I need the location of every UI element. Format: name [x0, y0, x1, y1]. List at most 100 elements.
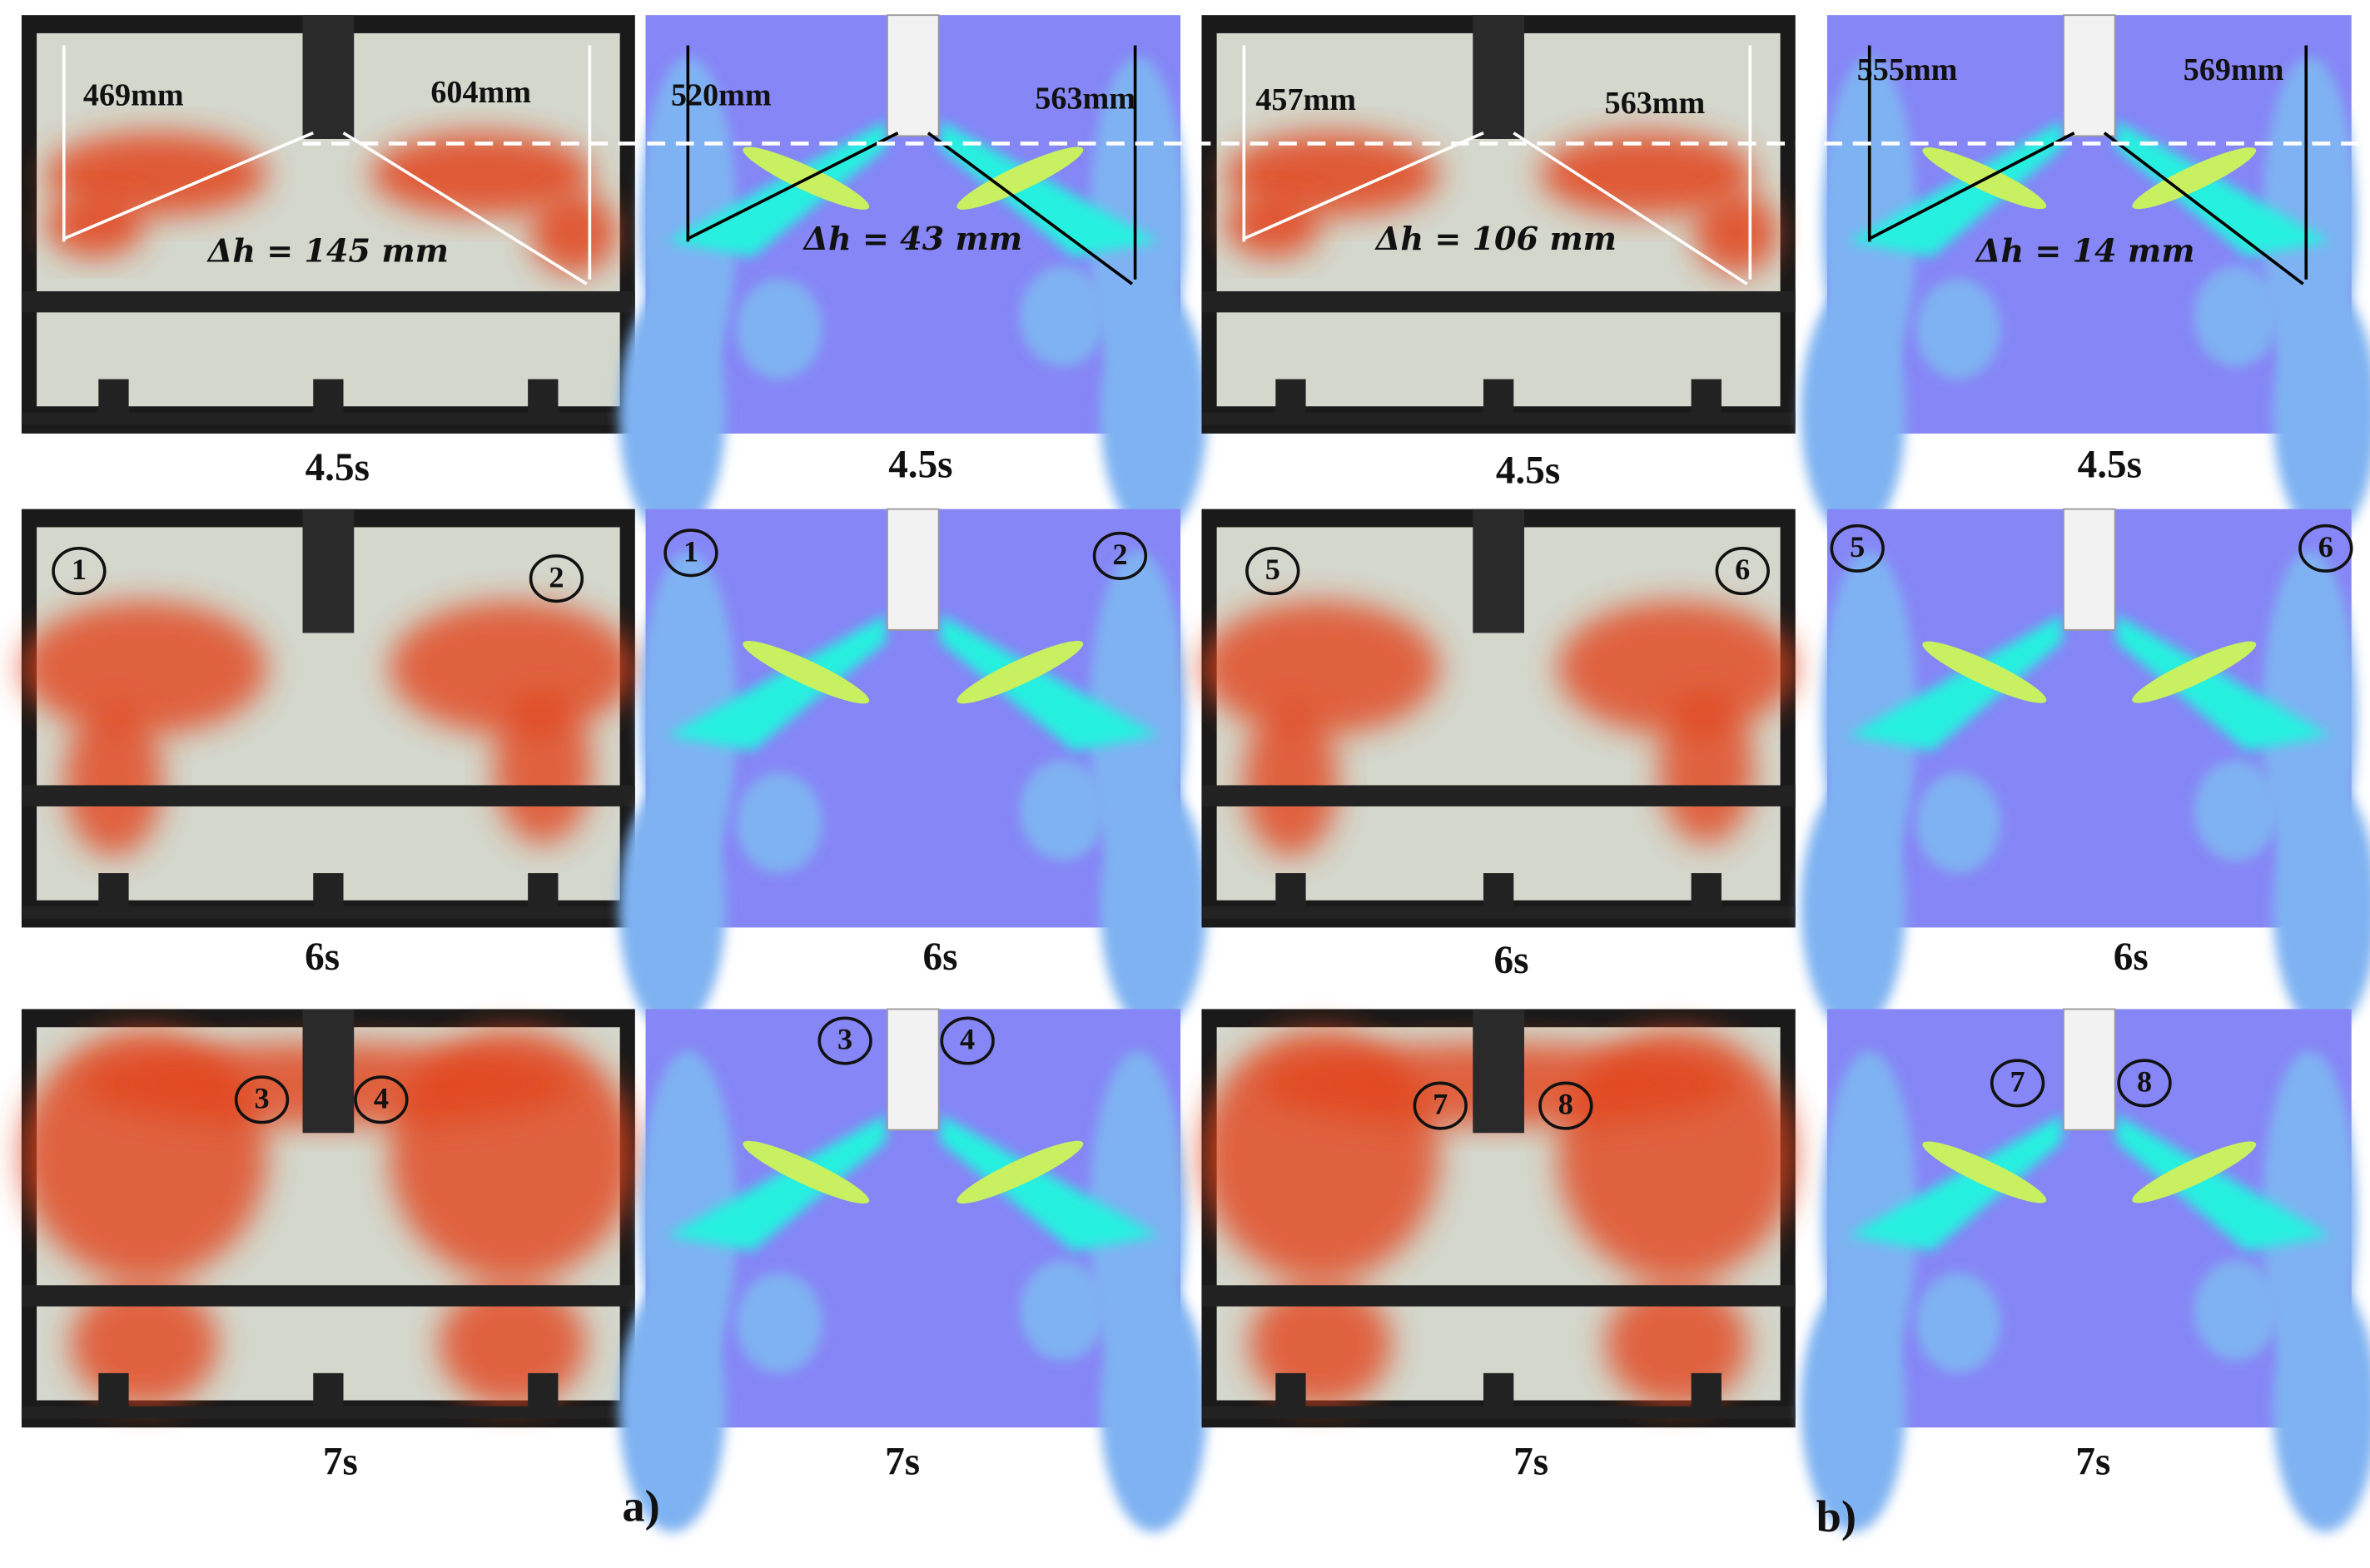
group-label: a) [622, 1481, 659, 1531]
marker-circle [1830, 523, 1885, 573]
support [1483, 379, 1514, 416]
marker-circle [2117, 1059, 2172, 1108]
jet-core [956, 146, 1084, 210]
frame-bar [1201, 290, 1796, 313]
time-caption: 6s [305, 935, 340, 979]
low-velocity [1801, 286, 1906, 538]
time-caption: 4.5s [2078, 443, 2142, 486]
low-velocity [1100, 781, 1208, 1033]
marker-label: 5 [1850, 530, 1865, 563]
length-label: 520mm [671, 78, 772, 113]
time-caption: 4.5s [1496, 449, 1560, 493]
marker-circle [1990, 1059, 2045, 1108]
low-velocity [619, 1281, 726, 1532]
low-velocity [736, 772, 822, 874]
marker-label: 4 [960, 1023, 975, 1056]
low-velocity [2194, 760, 2278, 861]
nozzle [1473, 509, 1524, 633]
jet-core [956, 641, 1084, 704]
low-velocity [1915, 278, 2000, 380]
frame-bar [1201, 1406, 1796, 1419]
time-caption: 6s [922, 935, 957, 979]
marker-circle [1413, 1081, 1468, 1130]
frame-bar [21, 412, 635, 425]
dye-plume [530, 191, 617, 275]
height-difference: Δh = 106 mm [1374, 220, 1617, 257]
marker-label: 4 [374, 1081, 389, 1114]
nozzle [887, 508, 940, 631]
jet [940, 1114, 1160, 1251]
panel: 457mm 563mm Δh = 106 mm [1201, 15, 1796, 434]
jet [2116, 1114, 2331, 1251]
dye-plume [494, 692, 593, 844]
marker-circle [529, 554, 584, 603]
marker-circle [1538, 1081, 1593, 1130]
time-caption: 7s [885, 1440, 920, 1483]
marker-circle [940, 1016, 995, 1065]
dye-plume [64, 705, 163, 856]
marker-circle [234, 1075, 290, 1124]
jet [1848, 1114, 2063, 1251]
arrow [1243, 131, 1484, 241]
marker-circle [2298, 523, 2353, 573]
low-velocity [619, 781, 726, 1033]
jet-core [1922, 1141, 2047, 1203]
support [1691, 379, 1722, 416]
marker-label: 5 [1265, 553, 1280, 586]
dye-plume [1558, 601, 1796, 736]
group-label: b) [1816, 1491, 1856, 1541]
length-label: 563mm [1035, 81, 1135, 116]
support [1275, 873, 1306, 910]
marker-circle [52, 547, 107, 596]
length-label: 569mm [2184, 52, 2284, 87]
dye-plume [1658, 692, 1754, 844]
time-caption: 4.5s [306, 446, 370, 489]
marker-label: 8 [2137, 1065, 2152, 1099]
jet-core [743, 1140, 870, 1204]
jet [1848, 614, 2063, 752]
support [313, 379, 344, 416]
frame-bar [1201, 1285, 1796, 1307]
low-velocity [736, 278, 822, 380]
length-label: 563mm [1605, 86, 1706, 121]
jet [667, 1114, 887, 1251]
marker-label: 6 [2318, 530, 2333, 563]
jet-core [743, 641, 870, 704]
nozzle [302, 509, 355, 633]
arrow [2103, 131, 2304, 285]
low-velocity [1020, 1260, 1106, 1361]
marker-label: 2 [549, 560, 564, 593]
marker-circle [817, 1016, 872, 1065]
jet-core [2132, 147, 2257, 210]
nozzle [302, 1009, 355, 1134]
dye-plume [1243, 705, 1339, 856]
marker-circle [1092, 531, 1148, 580]
arrow [1868, 131, 2075, 241]
marker-label: 7 [1433, 1088, 1448, 1121]
marker-label: 7 [2010, 1065, 2025, 1099]
low-velocity [1100, 1281, 1208, 1532]
marker-label: 8 [1558, 1088, 1573, 1121]
nozzle [887, 1008, 940, 1131]
nozzle [887, 14, 940, 137]
marker-label: 1 [683, 534, 698, 568]
frame-bar [21, 1285, 635, 1307]
low-velocity [1915, 772, 2000, 874]
support [1691, 1372, 1722, 1410]
marker-label: 3 [837, 1023, 852, 1056]
jet-core [2132, 641, 2257, 703]
low-velocity [1801, 781, 1906, 1033]
nozzle [2063, 1008, 2116, 1131]
low-velocity [1020, 265, 1106, 367]
frame-bar [1201, 412, 1796, 425]
frame-bar [21, 785, 635, 806]
marker-circle [1715, 547, 1770, 596]
nozzle [2063, 508, 2116, 631]
support [1483, 873, 1514, 910]
